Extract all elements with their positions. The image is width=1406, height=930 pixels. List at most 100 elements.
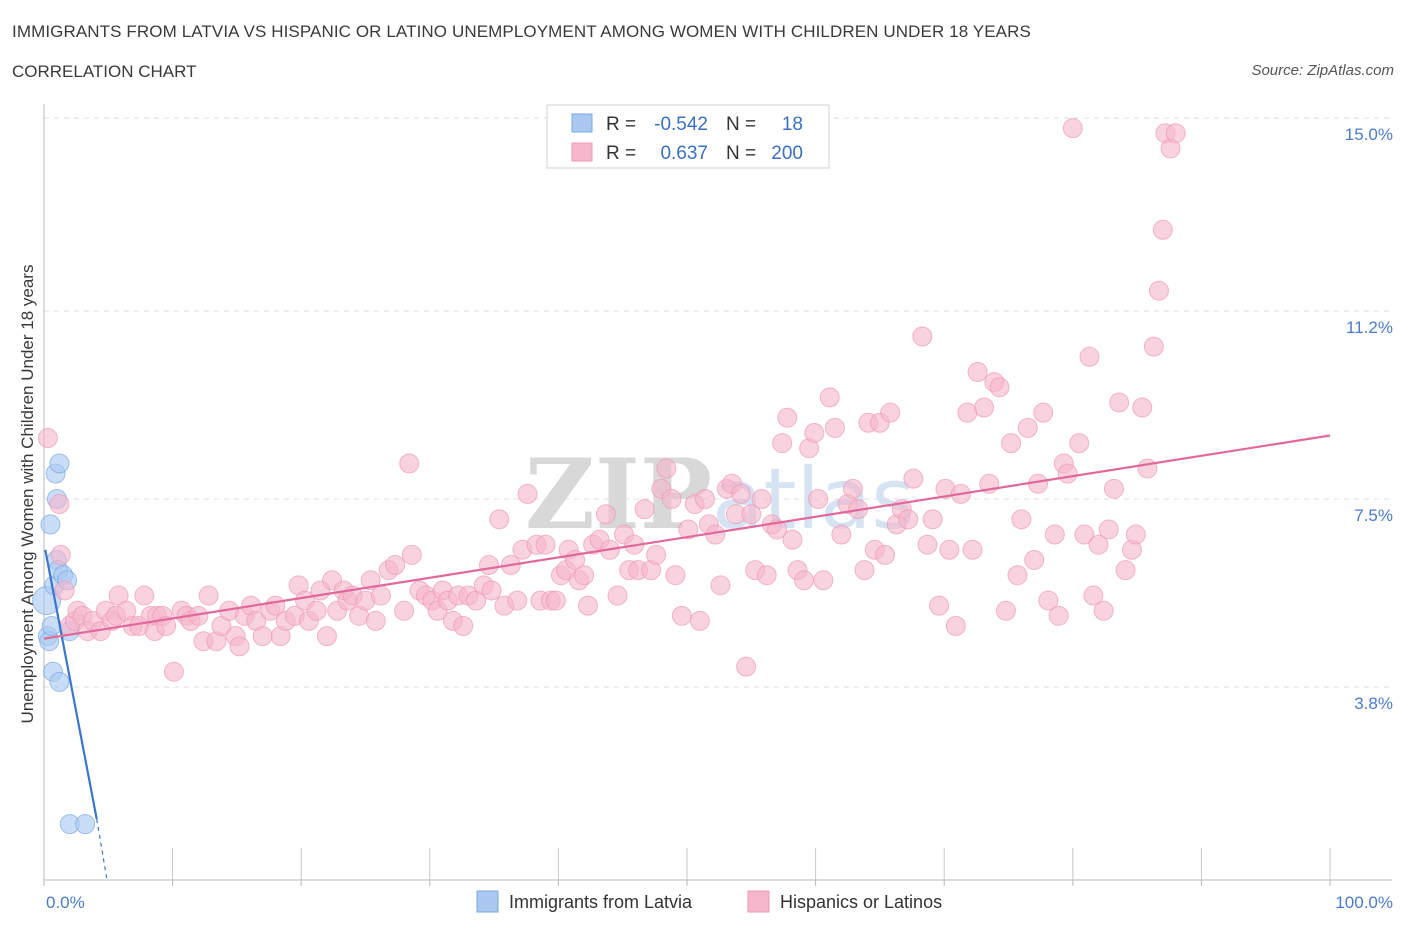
chart-title: IMMIGRANTS FROM LATVIA VS HISPANIC OR LA… — [12, 22, 1031, 41]
hispanic-point-115 — [678, 519, 699, 540]
legend-swatch-0 — [571, 113, 593, 133]
hispanic-point-148 — [854, 560, 875, 581]
source-label: Source: ZipAtlas.com — [1251, 62, 1394, 79]
hispanic-point-190 — [1083, 585, 1104, 606]
hispanic-point-168 — [967, 362, 988, 382]
hispanic-point-0 — [37, 428, 58, 449]
hispanic-point-206 — [1165, 123, 1186, 144]
hispanic-point-35 — [229, 636, 250, 657]
hispanic-point-194 — [1103, 478, 1124, 499]
hispanic-point-79 — [481, 580, 502, 601]
hispanic-point-97 — [577, 595, 598, 616]
hispanic-point-60 — [370, 585, 391, 606]
hispanic-point-62 — [385, 555, 406, 576]
hispanic-point-78 — [478, 555, 499, 576]
hispanic-point-118 — [695, 489, 716, 509]
hispanic-point-65 — [401, 544, 422, 565]
hispanic-point-64 — [399, 453, 420, 474]
scatter-points — [32, 118, 1186, 835]
hispanic-point-39 — [252, 626, 273, 647]
trend-lines — [43, 434, 1331, 881]
hispanic-point-166 — [957, 402, 978, 423]
hispanic-point-198 — [1125, 524, 1146, 545]
hispanic-point-152 — [875, 544, 896, 565]
hispanic-point-175 — [1007, 565, 1028, 586]
hispanic-point-180 — [1033, 402, 1054, 423]
y-tick-label-2: 11.2% — [1346, 318, 1393, 337]
hispanic-point-80 — [489, 509, 510, 530]
hispanic-point-24 — [163, 661, 184, 682]
hispanic-point-142 — [819, 387, 840, 408]
hispanic-point-189 — [1079, 346, 1100, 367]
hispanic-point-2 — [50, 544, 71, 565]
hispanic-point-157 — [903, 468, 924, 489]
hispanic-point-186 — [1062, 118, 1083, 139]
hispanic-point-173 — [995, 600, 1016, 621]
hispanic-point-113 — [665, 565, 686, 586]
legend-r-label-0: R = — [606, 114, 636, 135]
hispanic-point-199 — [1132, 397, 1153, 418]
hispanic-point-176 — [1011, 509, 1032, 530]
hispanic-point-30 — [198, 585, 219, 606]
hispanic-point-202 — [1148, 280, 1169, 301]
latvia-point-11 — [49, 671, 70, 692]
hispanic-point-63 — [394, 600, 415, 621]
hispanic-point-160 — [922, 509, 943, 530]
hispanic-point-193 — [1098, 519, 1119, 540]
bottom-legend: Immigrants from Latvia Hispanics or Latin… — [476, 890, 942, 913]
legend-r-value-1: 0.637 — [660, 143, 708, 164]
hispanic-point-200 — [1137, 458, 1158, 479]
latvia-point-17 — [75, 814, 96, 835]
hispanic-point-129 — [751, 489, 772, 509]
hispanic-point-178 — [1024, 549, 1045, 570]
chart-subtitle: CORRELATION CHART — [12, 62, 197, 81]
hispanic-point-130 — [756, 565, 777, 586]
hispanic-point-112 — [661, 489, 682, 509]
hispanic-point-135 — [782, 529, 803, 550]
y-tick-label-0: 3.8% — [1354, 694, 1393, 713]
hispanic-point-153 — [880, 402, 901, 423]
hispanic-point-134 — [777, 407, 798, 428]
hispanic-point-137 — [794, 570, 815, 591]
latvia-point-12 — [49, 453, 70, 474]
hispanic-point-125 — [731, 483, 752, 504]
hispanic-point-74 — [453, 616, 474, 636]
hispanic-point-192 — [1093, 600, 1114, 621]
hispanic-point-163 — [939, 539, 960, 560]
hispanic-point-58 — [360, 570, 381, 591]
hispanic-point-59 — [365, 610, 386, 631]
hispanic-point-144 — [831, 524, 852, 545]
hispanic-point-169 — [974, 397, 995, 418]
legend-n-value-1: 200 — [771, 143, 803, 164]
bottom-legend-swatch-1 — [747, 890, 770, 913]
hispanic-point-164 — [945, 616, 966, 636]
hispanic-point-88 — [535, 534, 556, 555]
hispanic-point-195 — [1109, 392, 1130, 413]
hispanic-point-102 — [607, 585, 628, 606]
hispanic-point-109 — [646, 544, 667, 565]
legend-n-label-0: N = — [726, 114, 756, 135]
hispanic-point-143 — [824, 417, 845, 438]
legend-frame — [546, 104, 830, 169]
hispanic-point-156 — [898, 509, 919, 530]
hispanic-point-121 — [710, 575, 731, 596]
x-tick-label-0: 0.0% — [46, 893, 85, 912]
hispanic-point-83 — [507, 590, 528, 611]
legend-r-value-0: -0.542 — [654, 114, 708, 135]
hispanic-point-85 — [517, 483, 538, 504]
hispanic-point-1 — [49, 494, 70, 515]
hispanic-point-50 — [316, 626, 337, 647]
hispanic-point-182 — [1044, 524, 1065, 545]
axes: Unemployment Among Women with Children U… — [18, 104, 1392, 886]
latvia-trend-extension — [96, 818, 108, 881]
hispanic-point-191 — [1088, 534, 1109, 555]
hispanic-point-90 — [545, 590, 566, 611]
latvia-point-3 — [40, 514, 61, 535]
x-tick-label-1: 100.0% — [1335, 893, 1393, 912]
hispanic-point-183 — [1048, 605, 1069, 626]
tick-labels: 3.8% 7.5% 11.2% 15.0% 0.0% 100.0% — [46, 125, 1393, 912]
hispanic-point-188 — [1074, 524, 1095, 545]
hispanic-point-187 — [1069, 433, 1090, 454]
hispanic-point-141 — [813, 570, 834, 591]
